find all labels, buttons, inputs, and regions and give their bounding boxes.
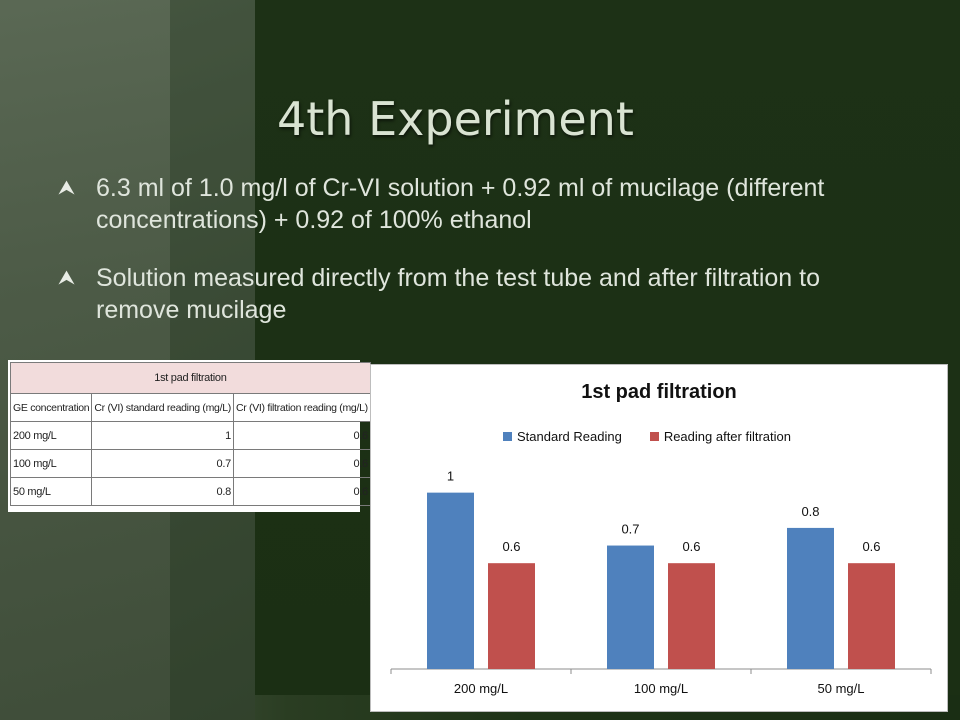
table-row: 200 mg/L 1 0.6 [9, 421, 371, 450]
bar [607, 545, 654, 669]
table-cell: 0.6 [232, 449, 371, 478]
table-cell: 100 mg/L [9, 449, 93, 478]
table-cell: 0.6 [232, 477, 371, 506]
table-row: 100 mg/L 0.7 0.6 [9, 449, 371, 478]
bar [668, 563, 715, 669]
legend-item: Reading after filtration [649, 429, 791, 444]
slide-title: 4th Experiment [277, 92, 634, 146]
table-cell: 0.8 [91, 477, 234, 506]
legend-item: Standard Reading [503, 429, 622, 444]
legend-swatch [649, 432, 659, 441]
table-cell: 50 mg/L [9, 477, 93, 506]
bar [848, 563, 895, 669]
table-cell: 200 mg/L [9, 421, 93, 450]
chart-legend: Standard Reading Reading after filtratio… [503, 429, 791, 444]
data-label: 0.6 [682, 539, 700, 554]
bullet-list: ⮝ 6.3 ml of 1.0 mg/l of Cr-VI solution +… [58, 172, 908, 352]
data-table-image: 1st pad filtration GE concentration Cr (… [8, 360, 371, 512]
data-label: 0.6 [502, 539, 520, 554]
chart-plot-area: 1 0.6 200 mg/L 0.7 0.6 100 mg/L 0.8 0.6 50 mg/L [390, 469, 932, 696]
table-cell: 1 [91, 421, 234, 450]
bullet-item: ⮝ Solution measured directly from the te… [58, 262, 908, 326]
bar [427, 492, 474, 669]
table-cell: 0.6 [232, 421, 371, 450]
x-tick-label: 100 mg/L [634, 681, 688, 696]
bar [488, 563, 535, 669]
table-cell: 0.7 [91, 449, 234, 478]
bullet-item: ⮝ 6.3 ml of 1.0 mg/l of Cr-VI solution +… [58, 172, 908, 236]
legend-label: Standard Reading [517, 429, 622, 444]
arrow-up-bullet-icon: ⮝ [58, 267, 75, 289]
x-tick-label: 200 mg/L [454, 681, 508, 696]
data-label: 1 [447, 469, 454, 484]
table-row: 50 mg/L 0.8 0.6 [9, 477, 371, 506]
bar-chart: 1st pad filtration Standard Reading Read… [370, 364, 948, 712]
arrow-up-bullet-icon: ⮝ [58, 177, 75, 199]
x-tick-label: 50 mg/L [818, 681, 865, 696]
bullet-text: 6.3 ml of 1.0 mg/l of Cr-VI solution + 0… [96, 174, 825, 234]
chart-title: 1st pad filtration [581, 381, 737, 403]
data-table: 1st pad filtration GE concentration Cr (… [9, 362, 371, 506]
legend-swatch [503, 432, 512, 441]
data-label: 0.8 [801, 504, 819, 519]
bullet-text: Solution measured directly from the test… [96, 264, 820, 324]
table-header-cell: GE concentration [9, 393, 93, 422]
data-label: 0.7 [621, 522, 639, 537]
table-header-cell: Cr (VI) filtration reading (mg/L) [232, 393, 371, 422]
data-label: 0.6 [862, 539, 880, 554]
legend-label: Reading after filtration [663, 429, 791, 444]
table-title: 1st pad filtration [10, 362, 371, 394]
table-header-cell: Cr (VI) standard reading (mg/L) [91, 393, 234, 422]
bar [787, 527, 834, 669]
